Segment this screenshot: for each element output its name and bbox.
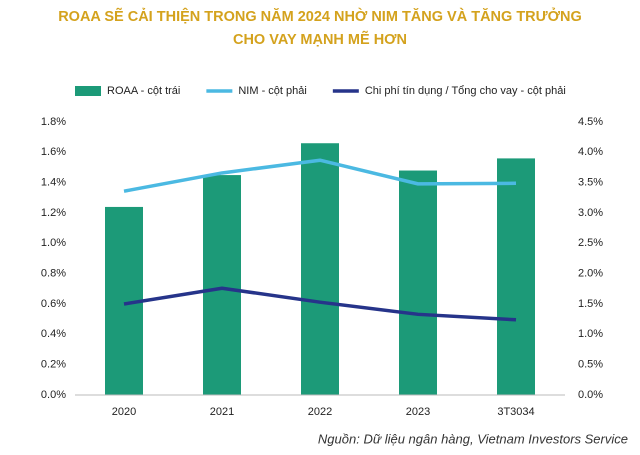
y-tick-label: 1.2%: [41, 207, 66, 219]
y2-tick-label: 3.0%: [578, 207, 603, 219]
y2-tick-label: 4.5%: [578, 116, 603, 128]
source-note: Nguồn: Dữ liệu ngân hàng, Vietnam Invest…: [318, 431, 628, 446]
legend-swatch: [75, 86, 101, 96]
legend-label: Chi phí tín dụng / Tổng cho vay - cột ph…: [365, 85, 566, 97]
y-tick-label: 1.4%: [41, 177, 66, 189]
line: [123, 158, 517, 193]
line: [123, 286, 517, 322]
legend-label: ROAA - cột trái: [107, 85, 180, 97]
y2-tick-label: 2.5%: [578, 237, 603, 249]
y2-tick-label: 0.0%: [578, 389, 603, 401]
legend-label: NIM - cột phải: [238, 85, 306, 97]
y2-tick-label: 1.5%: [578, 298, 603, 310]
y-tick-label: 1.0%: [41, 237, 66, 249]
y-tick-label: 1.6%: [41, 146, 66, 158]
bar: [203, 175, 241, 395]
y2-tick-label: 2.0%: [578, 268, 603, 280]
y2-tick-label: 0.5%: [578, 359, 603, 371]
x-tick-label: 3T3034: [497, 406, 534, 418]
chart-title: ROAA SẼ CẢI THIỆN TRONG NĂM 2024 NHỜ NIM…: [58, 9, 582, 48]
y2-tick-label: 3.5%: [578, 177, 603, 189]
y-tick-label: 0.8%: [41, 268, 66, 280]
y2-tick-label: 1.0%: [578, 328, 603, 340]
x-tick-label: 2020: [112, 406, 136, 418]
bar: [497, 158, 535, 395]
bar: [399, 170, 437, 395]
x-tick-label: 2022: [308, 406, 332, 418]
y-tick-label: 0.0%: [41, 389, 66, 401]
y2-tick-label: 4.0%: [578, 146, 603, 158]
y-tick-label: 0.2%: [41, 359, 66, 371]
y-tick-label: 1.8%: [41, 116, 66, 128]
bar: [301, 143, 339, 395]
y-tick-label: 0.6%: [41, 298, 66, 310]
x-tick-label: 2021: [210, 406, 234, 418]
y-tick-label: 0.4%: [41, 328, 66, 340]
x-tick-label: 2023: [406, 406, 430, 418]
